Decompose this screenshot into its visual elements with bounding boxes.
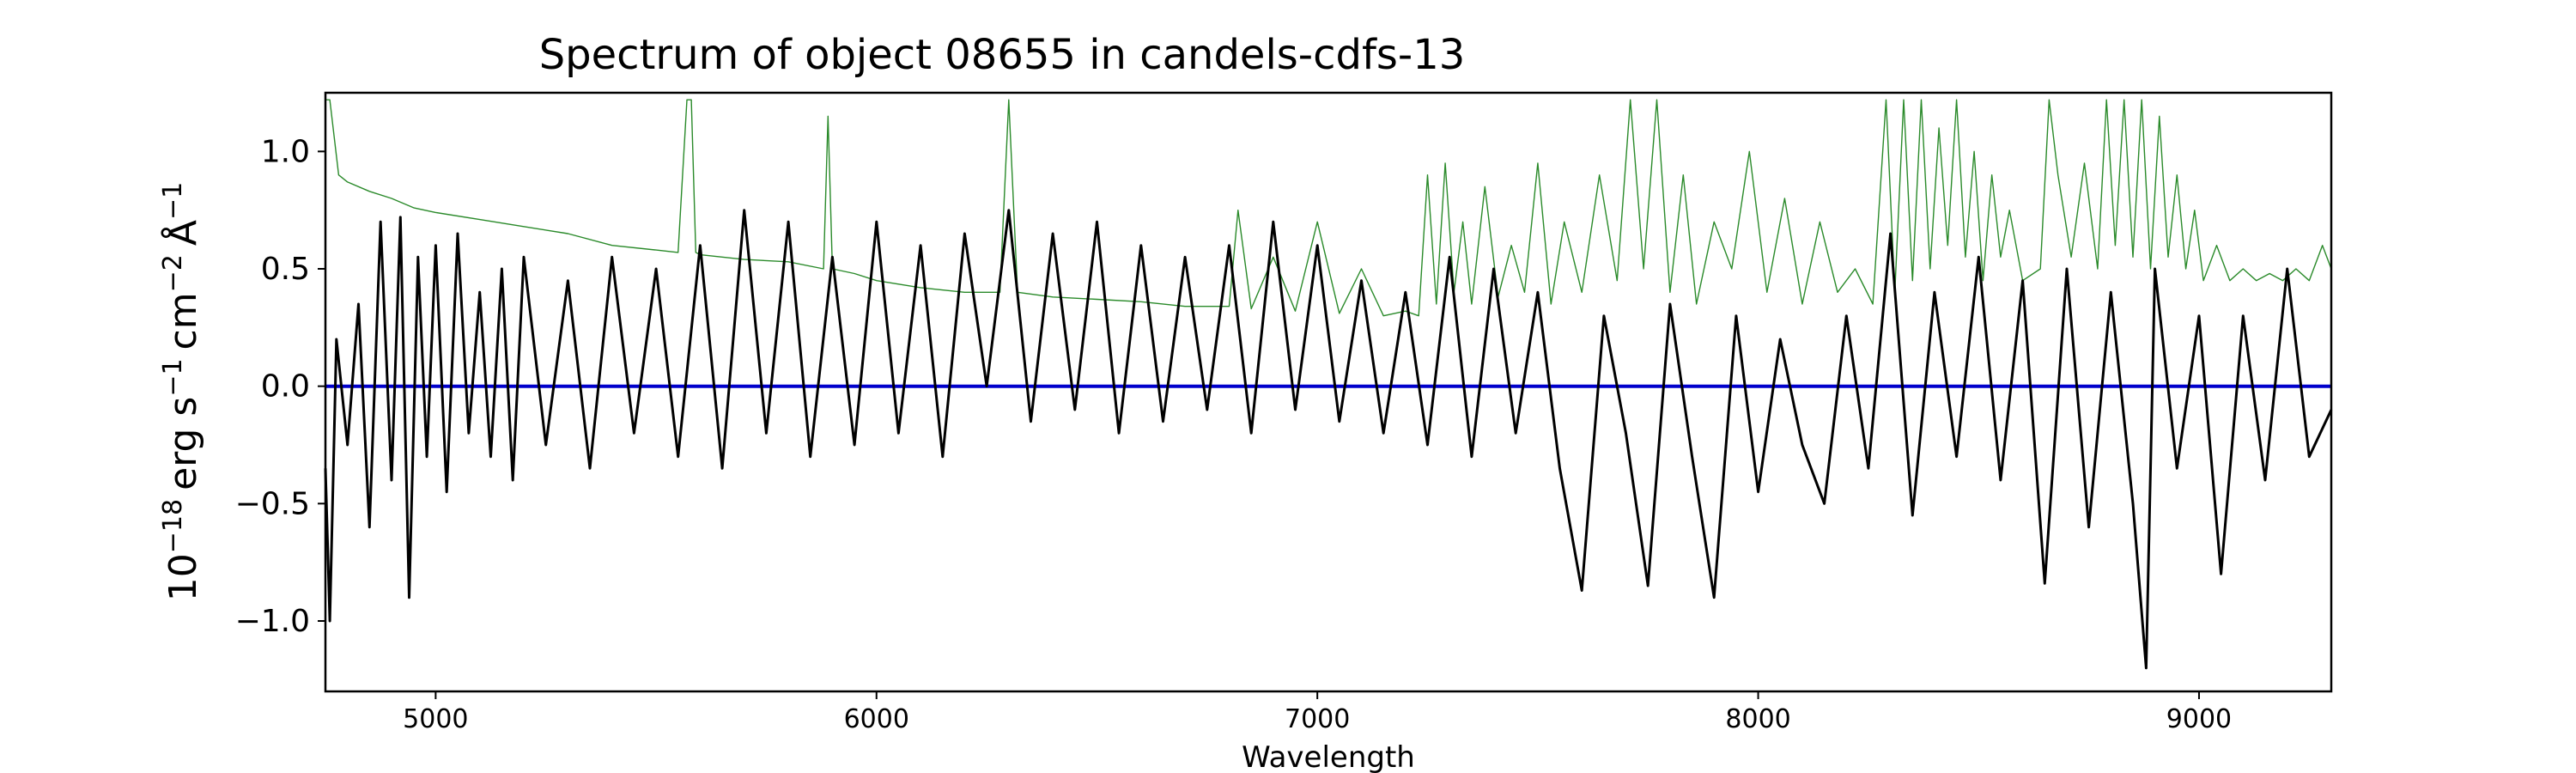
x-tick-label: 7000	[1285, 704, 1350, 734]
x-tick-label: 5000	[403, 704, 468, 734]
x-tick-label: 8000	[1725, 704, 1790, 734]
x-axis-label: Wavelength	[1242, 740, 1415, 773]
y-tick-label: −0.5	[235, 486, 310, 521]
y-axis-label: 10−18erg s−1cm−2Å−1	[158, 182, 206, 601]
model-series-line	[325, 99, 2332, 317]
plot-area	[324, 99, 2333, 670]
axes-frame	[324, 91, 2333, 693]
y-axis-ticks: −1.0 −0.5 0.0 0.5 1.0	[235, 134, 325, 639]
chart-title: Spectrum of object 08655 in candels-cdfs…	[539, 31, 1466, 79]
y-tick-label: −1.0	[235, 604, 310, 639]
flux-series-line	[324, 209, 2333, 670]
y-tick-label: 1.0	[261, 134, 310, 169]
x-axis-ticks: 5000 6000 7000 8000 9000	[403, 691, 2232, 734]
x-tick-label: 6000	[844, 704, 909, 734]
x-tick-label: 9000	[2166, 704, 2232, 734]
y-tick-label: 0.5	[261, 252, 310, 287]
y-tick-label: 0.0	[261, 369, 310, 405]
